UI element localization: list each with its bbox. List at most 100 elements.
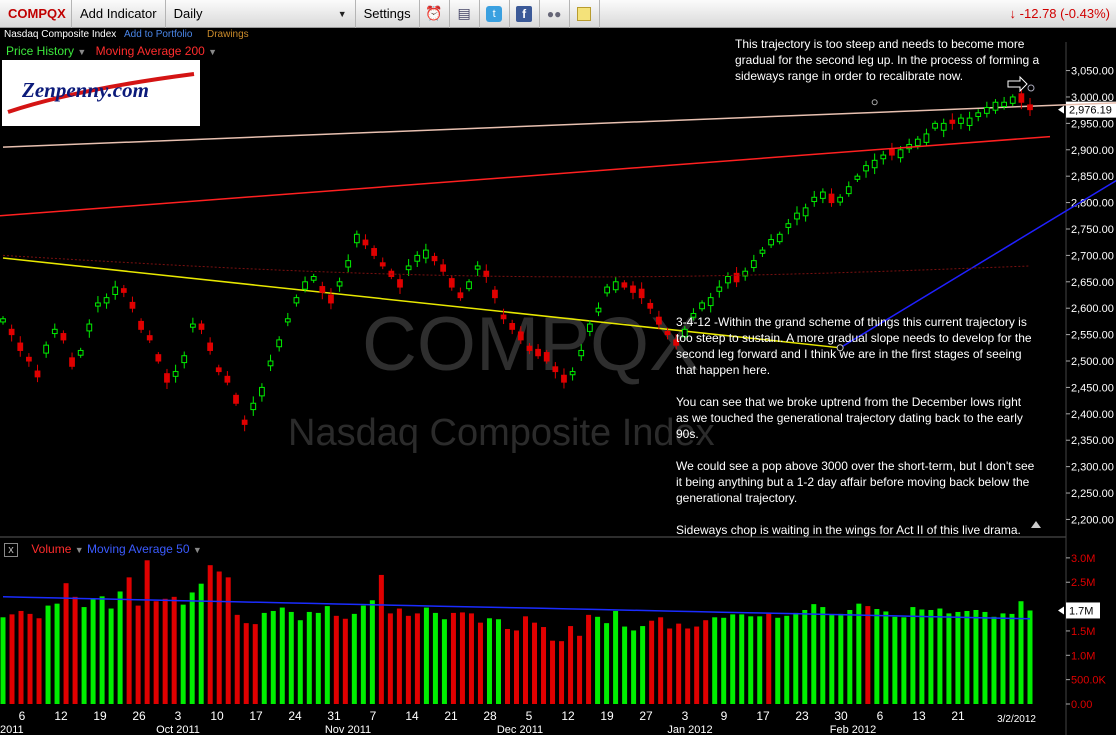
candle-body <box>716 286 723 292</box>
candle-body <box>293 297 300 304</box>
y-tick-label: 2,450.00 <box>1071 382 1114 394</box>
chevron-down-icon[interactable]: ▼ <box>192 545 202 555</box>
candle <box>517 326 524 345</box>
frequency-select[interactable]: Daily ▼ <box>166 0 356 28</box>
chevron-down-icon[interactable]: ▼ <box>208 47 218 57</box>
chevron-down-icon[interactable]: ▼ <box>77 47 87 57</box>
candle <box>26 353 32 367</box>
candle-body <box>336 281 343 287</box>
symbol-field[interactable]: COMPQX <box>0 0 72 28</box>
volume-bar <box>36 618 42 704</box>
annotation-arrow-icon <box>1007 75 1028 93</box>
volume-bar <box>991 616 997 704</box>
last-volume-marker <box>1058 606 1064 615</box>
note-icon[interactable] <box>570 0 600 28</box>
candle <box>172 364 179 383</box>
candle <box>440 259 447 276</box>
candle <box>448 275 455 291</box>
candle <box>483 264 490 283</box>
volume-bar <box>811 604 817 704</box>
candle-body <box>517 331 524 341</box>
candle-body <box>638 288 645 299</box>
candle-body <box>371 248 377 256</box>
people-icon[interactable]: ●● <box>540 0 570 28</box>
trendlines <box>2 99 1116 352</box>
volume-bar <box>234 614 240 704</box>
candle-body <box>733 272 740 283</box>
volume-bar <box>631 630 637 704</box>
candle-body <box>138 320 144 330</box>
volume-bar <box>450 612 456 704</box>
legend-volume[interactable]: Volume <box>31 542 72 556</box>
close-pane-icon[interactable]: x <box>4 542 18 557</box>
volume-bar <box>577 635 583 704</box>
price-pane-legend: Price History ▼ Moving Average 200 ▼ <box>6 44 217 58</box>
x-tick-label: 30 <box>834 709 848 723</box>
volume-bar <box>793 612 799 704</box>
candle <box>949 113 956 130</box>
candle-body <box>630 285 636 293</box>
last-volume-box <box>1066 602 1100 619</box>
index-name: Nasdaq Composite Index <box>4 29 117 40</box>
candle-body <box>923 133 930 143</box>
moving-average-200-line <box>0 135 1051 217</box>
candle <box>811 190 818 207</box>
x-tick-label: 17 <box>756 709 770 723</box>
candle-body <box>103 297 110 304</box>
candle-body <box>958 117 964 124</box>
y-tick-label: 2,950.00 <box>1071 118 1114 130</box>
candle <box>733 267 740 288</box>
candle <box>233 392 239 406</box>
x-tick-label: 7 <box>370 709 377 723</box>
candle <box>112 280 119 300</box>
volume-bar <box>135 605 141 704</box>
candle <box>863 160 869 178</box>
add-indicator-button[interactable]: Add Indicator <box>72 0 166 28</box>
volume-bar <box>1000 613 1006 704</box>
candle-body <box>474 265 481 270</box>
annotation-marker <box>1027 84 1035 92</box>
volume-bar <box>658 617 664 704</box>
volume-bar <box>694 626 700 704</box>
add-to-portfolio-link[interactable]: Add to Portfolio <box>124 29 193 40</box>
candle <box>638 282 645 304</box>
volume-bar <box>261 612 267 704</box>
trendline <box>2 257 841 349</box>
facebook-icon[interactable]: f <box>510 0 540 28</box>
candle-body <box>440 264 447 272</box>
grid-lines <box>0 42 1067 735</box>
print-icon[interactable]: ▤ <box>450 0 480 28</box>
legend-moving-average-200[interactable]: Moving Average 200 <box>95 44 205 58</box>
legend-moving-average-50[interactable]: Moving Average 50 <box>86 542 190 556</box>
volume-bar <box>964 610 970 704</box>
candle-body <box>241 419 248 425</box>
volume-bar <box>351 613 357 704</box>
settings-button[interactable]: Settings <box>356 0 420 28</box>
legend-price-history[interactable]: Price History <box>6 44 75 58</box>
candle-body <box>34 370 41 378</box>
x-tick-label: 27 <box>639 709 653 723</box>
candle <box>302 276 308 293</box>
candle <box>414 251 421 268</box>
candle <box>284 312 291 327</box>
volume-bar <box>928 609 934 704</box>
chevron-down-icon[interactable]: ▼ <box>74 545 84 555</box>
twitter-icon[interactable]: t <box>480 0 510 28</box>
candle <box>146 330 153 344</box>
alarm-clock-icon[interactable]: ⏰ <box>420 0 450 28</box>
drawings-link[interactable]: Drawings <box>207 29 249 40</box>
volume-bar <box>324 606 330 704</box>
candle <box>828 188 835 207</box>
candle <box>656 310 662 330</box>
candle <box>336 277 343 292</box>
volume-bar <box>586 614 592 704</box>
volume-bar <box>640 626 646 704</box>
candle <box>129 296 136 313</box>
volume-bar <box>333 615 339 704</box>
candle <box>492 286 498 304</box>
candle <box>612 276 619 293</box>
volume-bar <box>144 560 150 704</box>
candle <box>362 234 369 250</box>
candle <box>664 327 671 340</box>
